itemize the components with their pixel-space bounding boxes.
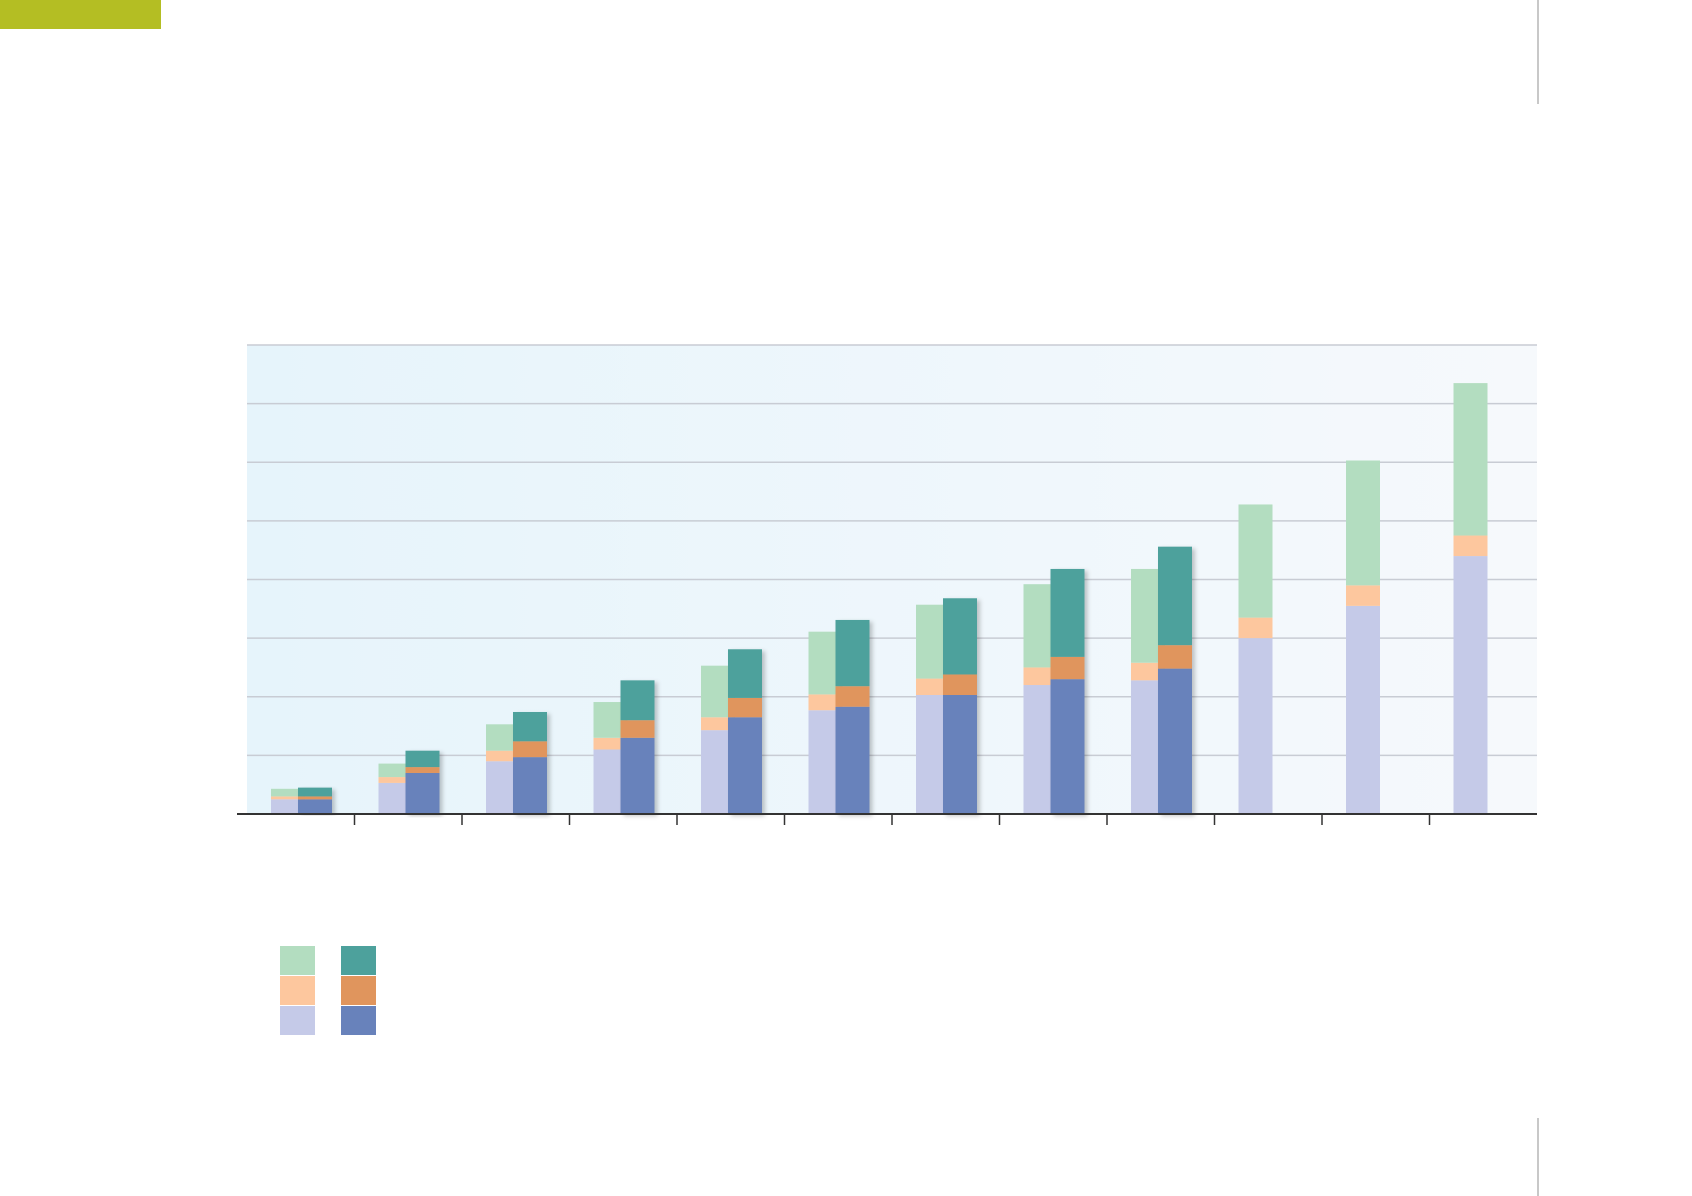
header-accent-bar — [0, 0, 161, 29]
bar-stack-dark-3 — [513, 711, 547, 814]
bar-light-cat3-series2 — [486, 750, 520, 762]
bar-stack-dark-5 — [728, 649, 762, 814]
bar-light-cat10-series3 — [1238, 638, 1273, 814]
bar-dark-cat2-series1 — [405, 750, 440, 768]
bar-dark-cat1-series1 — [298, 787, 332, 797]
bar-dark-cat6-series2 — [835, 686, 870, 707]
x-axis — [237, 813, 1537, 825]
legend-swatch-dark-1 — [341, 946, 376, 975]
bar-light-cat12-series3 — [1453, 556, 1488, 814]
bar-dark-cat3-series1 — [513, 711, 547, 742]
bar-stack-dark-8 — [1050, 568, 1085, 814]
bar-light-cat11-series2 — [1346, 585, 1380, 606]
bar-dark-cat7-series2 — [943, 674, 977, 695]
bar-dark-cat1-series2 — [298, 796, 332, 800]
bar-light-cat8-series2 — [1023, 667, 1058, 686]
bar-dark-cat2-series3 — [405, 772, 440, 814]
bottom-right-divider — [1537, 1118, 1539, 1196]
bar-stack-light-12 — [1453, 383, 1488, 814]
bar-light-cat11-series3 — [1346, 605, 1380, 814]
bar-dark-cat3-series2 — [513, 741, 547, 758]
bar-stack-light-1 — [271, 788, 305, 814]
bar-stack-light-11 — [1346, 460, 1380, 814]
bar-dark-cat7-series3 — [943, 694, 977, 814]
bar-dark-cat4-series3 — [620, 737, 655, 814]
bar-light-cat6-series2 — [808, 694, 843, 711]
bar-dark-cat9-series1 — [1158, 546, 1192, 646]
bar-dark-cat5-series1 — [728, 649, 762, 698]
bar-dark-cat4-series1 — [620, 680, 655, 721]
bar-dark-cat2-series2 — [405, 767, 440, 773]
bar-stack-dark-9 — [1158, 546, 1192, 814]
bar-dark-cat6-series1 — [835, 619, 870, 687]
bar-light-cat1-series3 — [271, 799, 305, 814]
bar-stack-light-10 — [1238, 504, 1273, 814]
bar-light-cat10-series2 — [1238, 617, 1273, 639]
bar-light-cat1-series2 — [271, 796, 305, 800]
bar-stack-dark-6 — [835, 619, 870, 814]
bar-dark-cat8-series1 — [1050, 568, 1085, 657]
bar-light-cat12-series2 — [1453, 535, 1488, 557]
bar-light-cat11-series1 — [1346, 460, 1380, 586]
legend-swatch-light-3 — [280, 1006, 315, 1035]
bar-stack-dark-7 — [943, 598, 977, 814]
bar-stack-dark-1 — [298, 787, 332, 814]
bar-light-cat4-series2 — [593, 737, 628, 750]
bar-light-cat1-series1 — [271, 788, 305, 797]
bar-dark-cat6-series3 — [835, 706, 870, 814]
bar-dark-cat1-series3 — [298, 799, 332, 814]
legend-swatch-dark-2 — [341, 976, 376, 1005]
bar-dark-cat8-series2 — [1050, 656, 1085, 680]
bar-dark-cat7-series1 — [943, 598, 977, 675]
bar-light-cat10-series1 — [1238, 504, 1273, 618]
legend-swatch-light-1 — [280, 946, 315, 975]
bar-dark-cat3-series3 — [513, 757, 547, 814]
bar-dark-cat5-series3 — [728, 717, 762, 814]
gridlines — [247, 344, 1537, 757]
bar-light-cat9-series2 — [1131, 662, 1165, 681]
bar-dark-cat5-series2 — [728, 697, 762, 718]
bar-stack-dark-4 — [620, 680, 655, 814]
bar-dark-cat9-series2 — [1158, 645, 1192, 669]
legend-swatch-dark-3 — [341, 1006, 376, 1035]
legend-swatch-light-2 — [280, 976, 315, 1005]
bar-light-cat7-series2 — [916, 678, 950, 695]
bar-dark-cat9-series3 — [1158, 668, 1192, 814]
bar-light-cat12-series1 — [1453, 383, 1488, 536]
bar-stack-light-6 — [808, 631, 843, 814]
bar-light-cat5-series2 — [701, 717, 735, 731]
bar-stack-dark-2 — [405, 750, 440, 814]
bars — [271, 383, 1488, 814]
bar-dark-cat8-series3 — [1050, 679, 1085, 814]
top-right-divider — [1537, 0, 1539, 104]
bar-light-cat2-series2 — [378, 777, 413, 783]
bar-light-cat2-series1 — [378, 763, 413, 778]
bar-dark-cat4-series2 — [620, 720, 655, 738]
